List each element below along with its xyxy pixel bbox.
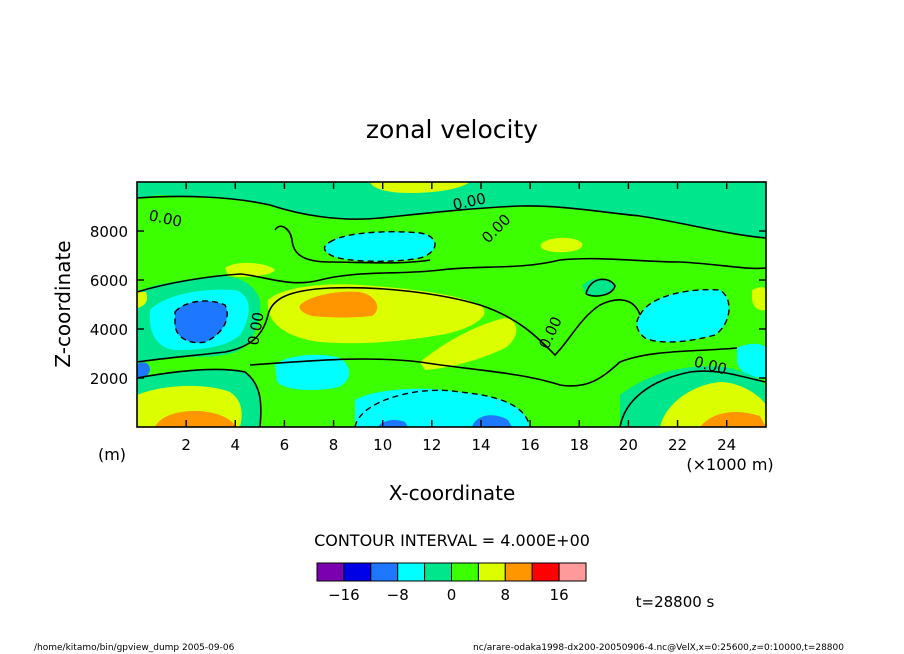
x-axis: 2 4 6 8 10 12 14 16 18 20 22 24 bbox=[181, 182, 736, 454]
colorbar-label: 16 bbox=[550, 586, 569, 604]
x-tick-label: 18 bbox=[570, 436, 589, 454]
colorbar-labels: −16 −8 0 8 16 bbox=[328, 586, 569, 604]
field-region bbox=[137, 292, 148, 308]
colorbar-swatch bbox=[343, 562, 372, 582]
field-region bbox=[378, 419, 408, 427]
colorbar-swatch bbox=[370, 562, 399, 582]
colorbar-swatch bbox=[451, 562, 479, 582]
x-unit-label: (×1000 m) bbox=[686, 455, 773, 474]
contour-lines bbox=[136, 195, 767, 428]
x-tick-label: 2 bbox=[181, 436, 191, 454]
x-tick-label: 16 bbox=[521, 436, 540, 454]
contour-label: 0.00 bbox=[244, 311, 268, 347]
colorbar-label: −8 bbox=[387, 586, 409, 604]
plot-frame bbox=[136, 181, 767, 428]
colorbar-swatch bbox=[531, 562, 560, 582]
field-region bbox=[540, 237, 583, 253]
colorbar-swatch bbox=[316, 562, 345, 582]
time-label: t=28800 s bbox=[636, 593, 715, 611]
x-tick-label: 20 bbox=[619, 436, 638, 454]
contour-interval-text: CONTOUR INTERVAL = 4.000E+00 bbox=[314, 531, 590, 550]
y-axis: 2000 4000 6000 8000 bbox=[90, 223, 766, 388]
y-unit-label: (m) bbox=[98, 445, 126, 464]
field-region bbox=[299, 291, 378, 318]
x-tick-label: 8 bbox=[329, 436, 339, 454]
footer-left: /home/kitamo/bin/gpview_dump 2005-09-06 bbox=[34, 643, 235, 653]
field-region bbox=[700, 411, 766, 427]
colorbar-swatch bbox=[504, 562, 533, 582]
y-tick-label: 8000 bbox=[90, 223, 128, 241]
colorbar bbox=[316, 562, 587, 582]
field-region bbox=[275, 354, 350, 390]
y-tick-label: 2000 bbox=[90, 370, 128, 388]
field-region bbox=[472, 415, 512, 427]
colorbar-label: 8 bbox=[501, 586, 511, 604]
field-region bbox=[175, 300, 228, 343]
field-region bbox=[324, 231, 435, 262]
plot-area: 0.00 0.00 0.00 0.00 0.00 0.00 bbox=[136, 181, 767, 428]
colorbar-swatch bbox=[424, 562, 453, 582]
y-tick-label: 4000 bbox=[90, 321, 128, 339]
colorbar-swatch bbox=[558, 562, 587, 582]
field-region bbox=[370, 182, 470, 193]
x-tick-label: 6 bbox=[280, 436, 290, 454]
y-axis-label: Z-coordinate bbox=[51, 240, 75, 367]
field-region bbox=[420, 318, 517, 370]
x-tick-label: 12 bbox=[422, 436, 441, 454]
x-axis-label: X-coordinate bbox=[389, 481, 516, 505]
y-tick-label: 6000 bbox=[90, 272, 128, 290]
field-region bbox=[582, 278, 615, 296]
field-region bbox=[137, 362, 150, 379]
field-region bbox=[137, 182, 766, 238]
field-region bbox=[155, 410, 236, 427]
x-tick-label: 24 bbox=[717, 436, 736, 454]
footer-right: nc/arare-odaka1998-dx200-20050906-4.nc@V… bbox=[473, 643, 844, 653]
field-region bbox=[752, 287, 766, 311]
x-tick-label: 22 bbox=[668, 436, 687, 454]
chart-title: zonal velocity bbox=[366, 115, 538, 144]
x-tick-label: 4 bbox=[231, 436, 241, 454]
x-tick-label: 14 bbox=[471, 436, 490, 454]
x-tick-label: 10 bbox=[373, 436, 392, 454]
negative-contour-lines bbox=[174, 231, 730, 428]
colorbar-swatch bbox=[397, 562, 426, 582]
colorbar-swatch bbox=[477, 562, 506, 582]
colorbar-label: 0 bbox=[447, 586, 457, 604]
field-region bbox=[737, 343, 766, 378]
colorbar-label: −16 bbox=[328, 586, 360, 604]
field-region bbox=[636, 289, 730, 342]
